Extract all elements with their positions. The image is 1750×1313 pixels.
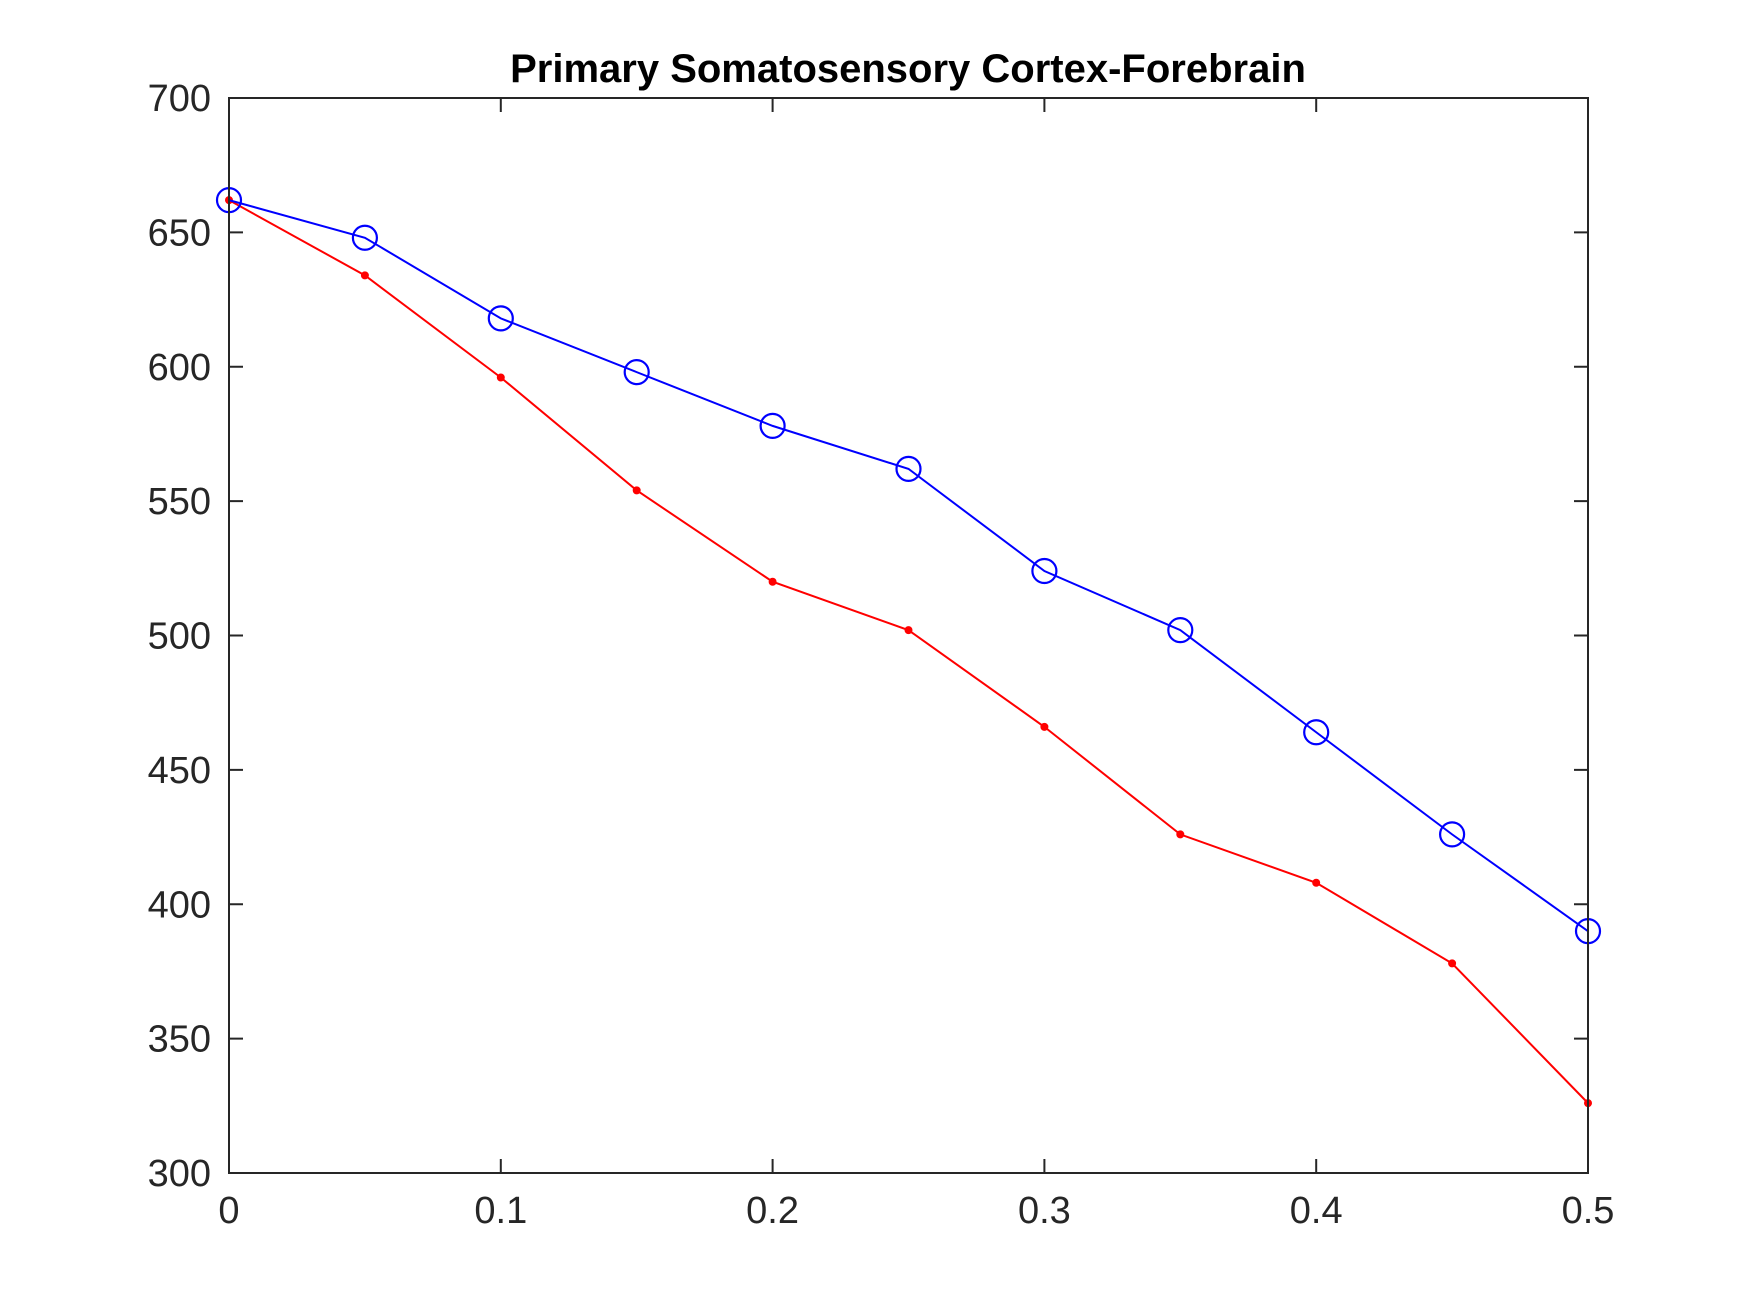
series-0: [215, 187, 1602, 945]
y-tick-label: 600: [148, 347, 211, 389]
x-tick-label: 0.2: [746, 1190, 799, 1232]
data-point: [1176, 830, 1185, 839]
data-point: [487, 305, 514, 332]
x-tick-label: 0.1: [474, 1190, 527, 1232]
y-tick-label: 450: [148, 750, 211, 792]
data-point: [1312, 878, 1321, 887]
data-point: [1438, 821, 1466, 848]
series-line: [228, 199, 1589, 932]
data-point: [759, 412, 786, 439]
y-tick-label: 700: [148, 78, 211, 120]
x-tick-label: 0.4: [1290, 1190, 1343, 1232]
y-tick-label: 650: [148, 212, 211, 254]
y-tick-label: 300: [148, 1153, 211, 1195]
y-tick-label: 500: [148, 616, 211, 658]
data-point: [1040, 722, 1049, 731]
chart-title: Primary Somatosensory Cortex-Forebrain: [510, 47, 1306, 91]
plot-area: [215, 187, 1602, 1108]
series-line: [228, 199, 1589, 1104]
data-point: [768, 577, 777, 586]
data-point: [1031, 557, 1058, 585]
data-point: [351, 224, 378, 251]
x-tick-label: 0.5: [1562, 1190, 1615, 1232]
x-tick-label: 0.3: [1018, 1190, 1071, 1232]
data-point: [1303, 719, 1330, 746]
x-axis: 0 0.1 0.2 0.3 0.4 0.5: [218, 98, 1614, 1232]
data-point: [1448, 959, 1457, 968]
data-point: [904, 626, 913, 635]
data-point: [895, 455, 922, 482]
y-tick-label: 550: [148, 481, 211, 523]
data-point: [632, 486, 641, 495]
data-point: [496, 373, 505, 382]
y-tick-label: 400: [148, 884, 211, 926]
data-point: [623, 359, 650, 386]
series-1: [225, 196, 1592, 1108]
axes-box: [228, 97, 1589, 1174]
x-tick-label: 0: [218, 1190, 239, 1232]
y-tick-label: 350: [148, 1019, 211, 1061]
data-point: [1167, 617, 1194, 644]
y-axis: 300 350 400 450 500 550 600 650 700: [148, 78, 1588, 1195]
data-point: [360, 271, 369, 280]
